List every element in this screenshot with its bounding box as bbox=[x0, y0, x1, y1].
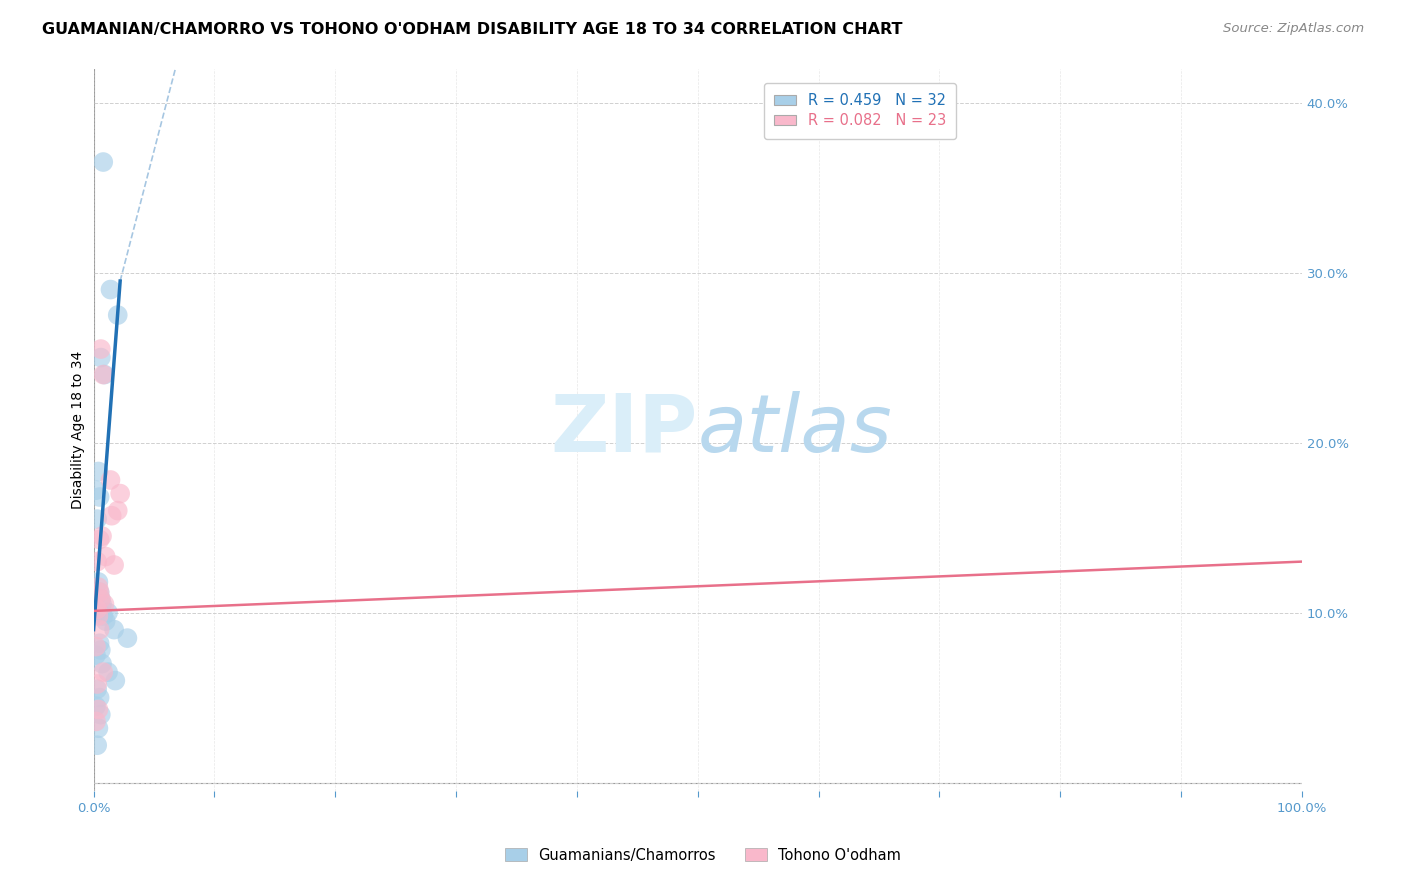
Point bbox=[86, 738, 108, 752]
Point bbox=[86, 512, 108, 526]
Point bbox=[91, 609, 114, 624]
Point bbox=[84, 648, 107, 662]
Text: Source: ZipAtlas.com: Source: ZipAtlas.com bbox=[1223, 22, 1364, 36]
Point bbox=[84, 483, 107, 498]
Point bbox=[91, 597, 114, 611]
Point bbox=[103, 623, 125, 637]
Point bbox=[107, 503, 129, 517]
Point bbox=[87, 574, 110, 589]
Point bbox=[86, 682, 108, 697]
Legend: R = 0.459   N = 32, R = 0.082   N = 23: R = 0.459 N = 32, R = 0.082 N = 23 bbox=[763, 83, 956, 138]
Point bbox=[91, 155, 114, 169]
Point bbox=[90, 707, 112, 722]
Point bbox=[90, 592, 112, 607]
Point bbox=[89, 636, 111, 650]
Point bbox=[84, 606, 107, 620]
Point bbox=[100, 283, 122, 297]
Point bbox=[89, 623, 111, 637]
Point bbox=[97, 606, 120, 620]
Point bbox=[89, 690, 111, 705]
Point bbox=[86, 555, 108, 569]
Point bbox=[104, 673, 127, 688]
Point bbox=[89, 533, 111, 547]
Point bbox=[91, 368, 114, 382]
Point bbox=[87, 702, 110, 716]
Point bbox=[117, 631, 139, 645]
Point bbox=[91, 529, 114, 543]
Point bbox=[107, 308, 129, 322]
Legend: Guamanians/Chamorros, Tohono O'odham: Guamanians/Chamorros, Tohono O'odham bbox=[499, 842, 907, 869]
Point bbox=[84, 640, 107, 654]
Text: GUAMANIAN/CHAMORRO VS TOHONO O'ODHAM DISABILITY AGE 18 TO 34 CORRELATION CHART: GUAMANIAN/CHAMORRO VS TOHONO O'ODHAM DIS… bbox=[42, 22, 903, 37]
Point bbox=[86, 602, 108, 616]
Point bbox=[86, 606, 108, 620]
Point bbox=[89, 585, 111, 599]
Point bbox=[94, 614, 117, 628]
Point bbox=[93, 597, 115, 611]
Point bbox=[86, 677, 108, 691]
Point bbox=[87, 609, 110, 624]
Point bbox=[90, 351, 112, 365]
Point bbox=[100, 473, 122, 487]
Y-axis label: Disability Age 18 to 34: Disability Age 18 to 34 bbox=[72, 351, 86, 509]
Point bbox=[89, 490, 111, 504]
Point bbox=[89, 585, 111, 599]
Point bbox=[84, 714, 107, 729]
Point bbox=[108, 486, 131, 500]
Text: atlas: atlas bbox=[697, 391, 893, 469]
Point bbox=[91, 657, 114, 671]
Point bbox=[100, 508, 122, 523]
Point bbox=[84, 699, 107, 714]
Point bbox=[91, 665, 114, 680]
Text: ZIP: ZIP bbox=[551, 391, 697, 469]
Point bbox=[90, 342, 112, 356]
Point bbox=[87, 465, 110, 479]
Point bbox=[90, 592, 112, 607]
Point bbox=[90, 643, 112, 657]
Point bbox=[103, 558, 125, 572]
Point bbox=[97, 665, 120, 680]
Point bbox=[93, 368, 115, 382]
Point bbox=[87, 580, 110, 594]
Point bbox=[87, 721, 110, 735]
Point bbox=[94, 549, 117, 564]
